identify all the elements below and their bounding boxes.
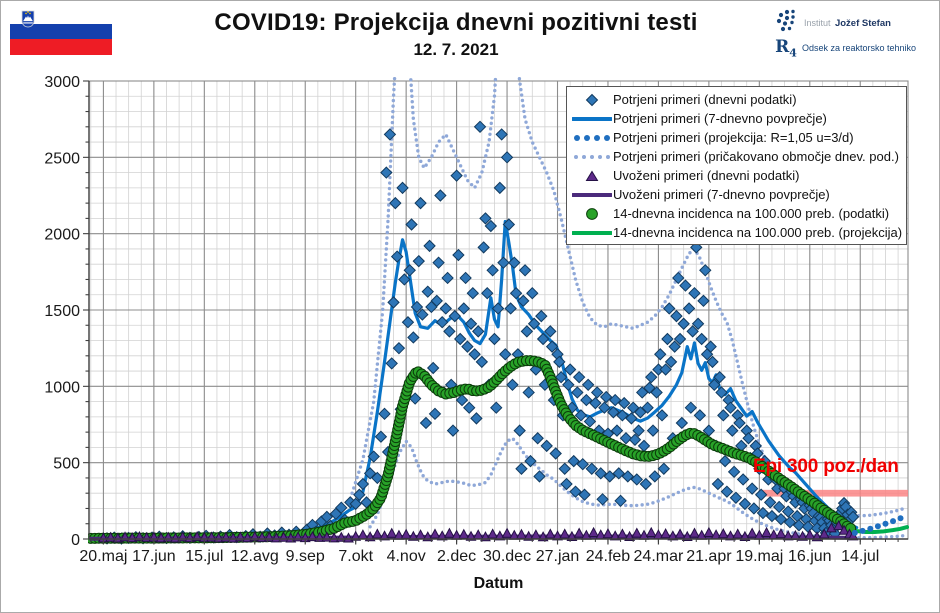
svg-text:27.jan: 27.jan <box>536 548 580 565</box>
legend-green-line-icon <box>571 229 613 237</box>
ijs-dots-icon <box>776 9 795 32</box>
svg-text:4.nov: 4.nov <box>387 548 426 565</box>
svg-text:30.dec: 30.dec <box>483 548 531 565</box>
ijs-logo-row: Institut Jožef Stefan <box>775 9 927 35</box>
epi-threshold-band <box>759 489 908 497</box>
svg-text:7.okt: 7.okt <box>338 548 373 565</box>
legend-row-confirmed-daily: Potrjeni primeri (dnevni podatki) <box>571 91 902 109</box>
svg-text:24.mar: 24.mar <box>634 548 684 565</box>
flag-blue-stripe <box>10 24 112 39</box>
epi-threshold-annotation: Epi 300 poz./dan <box>753 456 899 477</box>
svg-text:16.jun: 16.jun <box>788 548 832 565</box>
ijs-dept-row: R4 Odsek za reaktorsko tehniko <box>775 35 927 61</box>
svg-text:19.maj: 19.maj <box>735 548 783 565</box>
legend-row-confirmed-avg: Potrjeni primeri (7-dnevno povprečje) <box>571 110 902 128</box>
legend-diamond-icon <box>571 93 613 107</box>
legend-row-expected-range: Potrjeni primeri (pričakovano območje dn… <box>571 148 902 166</box>
r4-icon: R4 <box>775 36 797 60</box>
legend-row-projection: Potrjeni primeri (projekcija: R=1,05 u=3… <box>571 129 902 147</box>
legend-blue-line-icon <box>571 115 613 123</box>
legend-triangle-icon <box>571 170 613 182</box>
svg-text:20.maj: 20.maj <box>79 548 127 565</box>
ijs-name: Institut Jožef Stefan <box>804 13 891 31</box>
flag-white-stripe <box>10 9 112 24</box>
legend-row-incidence-proj: 14-dnevna incidenca na 100.000 preb. (pr… <box>571 224 902 242</box>
page-title: COVID19: Projekcija dnevni pozitivni tes… <box>214 9 698 36</box>
coat-of-arms-icon <box>21 10 35 28</box>
svg-text:24.feb: 24.feb <box>586 548 631 565</box>
x-axis-title: Datum <box>474 575 524 592</box>
legend-row-incidence-data: 14-dnevna incidenca na 100.000 preb. (po… <box>571 205 902 223</box>
svg-text:2000: 2000 <box>44 227 80 244</box>
ijs-logo-block: Institut Jožef Stefan R4 Odsek za reakto… <box>775 9 927 61</box>
svg-text:21.apr: 21.apr <box>686 548 732 565</box>
legend-envelope-dots-icon <box>571 153 613 161</box>
legend-circle-icon <box>571 207 613 221</box>
legend-purple-line-icon <box>571 191 613 199</box>
page-date: 12. 7. 2021 <box>413 40 499 59</box>
title-block: COVID19: Projekcija dnevni pozitivni tes… <box>171 9 741 60</box>
chart-legend: Potrjeni primeri (dnevni podatki) Potrje… <box>566 86 907 245</box>
svg-text:3000: 3000 <box>44 74 80 91</box>
svg-text:0: 0 <box>71 532 80 549</box>
svg-text:1500: 1500 <box>44 303 80 320</box>
svg-text:17.jun: 17.jun <box>132 548 176 565</box>
legend-row-imported-daily: Uvoženi primeri (dnevni podatki) <box>571 167 902 185</box>
svg-text:9.sep: 9.sep <box>286 548 325 565</box>
svg-text:2500: 2500 <box>44 150 80 167</box>
svg-text:1000: 1000 <box>44 379 80 396</box>
axes: 0 500 1000 1500 2000 2500 3000 20.maj 17.jun 15.j… <box>44 74 908 592</box>
svg-text:2.dec: 2.dec <box>437 548 476 565</box>
ijs-name-bold: Jožef Stefan <box>834 18 891 29</box>
svg-text:14.jul: 14.jul <box>841 548 879 565</box>
legend-row-imported-avg: Uvoženi primeri (7-dnevno povprečje) <box>571 186 902 204</box>
svg-text:500: 500 <box>53 456 80 473</box>
svg-text:15.jul: 15.jul <box>185 548 223 565</box>
ijs-dept-text: Odsek za reaktorsko tehniko <box>802 43 917 53</box>
plot-area <box>88 77 909 545</box>
legend-proj-dots-icon <box>571 134 613 142</box>
slovenia-flag <box>10 9 112 55</box>
svg-text:12.avg: 12.avg <box>231 548 279 565</box>
flag-red-stripe <box>10 39 112 55</box>
ijs-name-light: Institut <box>804 18 831 28</box>
